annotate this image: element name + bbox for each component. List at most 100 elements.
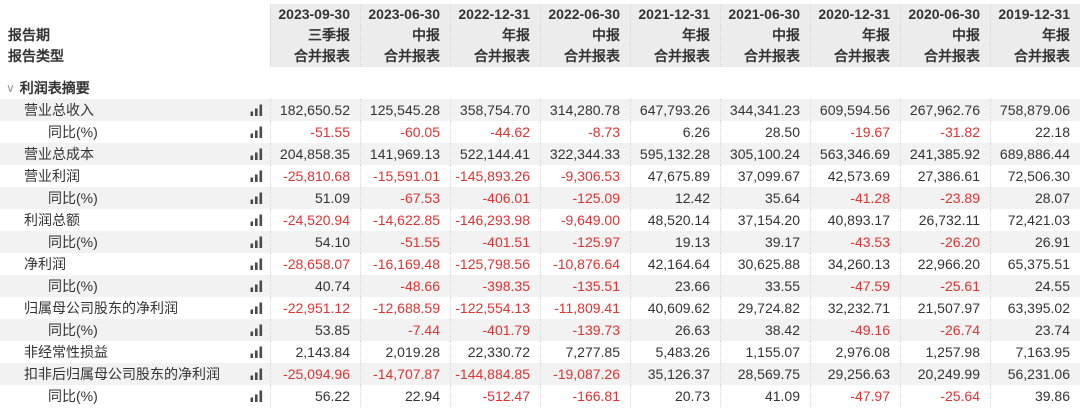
report-period-label: 报告期 xyxy=(8,27,50,43)
bar-chart-icon[interactable] xyxy=(250,236,263,248)
value-cell: 24.55 xyxy=(990,275,1080,297)
header-date-cells: 2023-09-30 2023-06-30 2022-12-31 2022-06-30… xyxy=(270,4,1080,25)
value-cell: -19,087.26 xyxy=(540,363,630,385)
bar-chart-icon[interactable] xyxy=(250,258,263,270)
column-header-report-type: 合并报表 xyxy=(450,46,540,67)
value-cell: -135.51 xyxy=(540,275,630,297)
table-row: 利润总额 -24,520.94 -14,622.85 -146,293.98 -9,64… xyxy=(0,209,1080,231)
bar-chart-icon[interactable] xyxy=(250,214,263,226)
value-cell: 22.94 xyxy=(360,385,450,407)
row-label: 同比(%) xyxy=(48,124,98,140)
column-header-date: 2021-12-31 xyxy=(630,4,720,25)
bar-chart-icon[interactable] xyxy=(250,148,263,160)
value-cell: -43.53 xyxy=(810,231,900,253)
value-cell: -23.89 xyxy=(900,187,990,209)
value-cell: -7.44 xyxy=(360,319,450,341)
value-cell: -67.53 xyxy=(360,187,450,209)
value-cell: -12,688.59 xyxy=(360,297,450,319)
value-cell: 609,594.56 xyxy=(810,99,900,121)
bar-chart-icon[interactable] xyxy=(250,368,263,380)
table-row: 同比(%) 56.22 22.94 -512.47 -166.81 20.73 41.09-… xyxy=(0,385,1080,407)
row-label: 同比(%) xyxy=(48,278,98,294)
table-row: 净利润 -28,658.07 -16,169.48 -125,798.56 -10,87… xyxy=(0,253,1080,275)
bar-chart-icon[interactable] xyxy=(250,170,263,182)
value-cell: 40.74 xyxy=(270,275,360,297)
value-cell: 125,545.28 xyxy=(360,99,450,121)
column-header-report-type: 合并报表 xyxy=(720,46,810,67)
value-cell: 29,256.63 xyxy=(810,363,900,385)
row-label: 利润总额 xyxy=(24,212,80,228)
value-cell: 12.42 xyxy=(630,187,720,209)
table-body: 营业总收入 182,650.52 125,545.28 358,754.70 314,2… xyxy=(0,99,1080,407)
column-header-period: 中报 xyxy=(360,25,450,46)
row-label-cell: 营业总收入 xyxy=(0,99,270,121)
row-label-cell: 同比(%) xyxy=(0,121,270,143)
value-cell: 26.63 xyxy=(630,319,720,341)
value-cell: 1,257.98 xyxy=(900,341,990,363)
value-cell: 23.74 xyxy=(990,319,1080,341)
row-label: 非经常性损益 xyxy=(24,344,108,360)
bar-chart-icon[interactable] xyxy=(250,324,263,336)
value-cell: 141,969.13 xyxy=(360,143,450,165)
value-cell: 7,163.95 xyxy=(990,341,1080,363)
row-label-cell: 净利润 xyxy=(0,253,270,275)
value-cell: 2,143.84 xyxy=(270,341,360,363)
bar-chart-icon[interactable] xyxy=(250,390,263,402)
value-cell: 51.09 xyxy=(270,187,360,209)
header-corner-spacer xyxy=(0,4,270,25)
value-cell: 34,260.13 xyxy=(810,253,900,275)
table-row: 营业利润 -25,810.68 -15,591.01 -145,893.26 -9,30… xyxy=(0,165,1080,187)
row-label-cell: 非经常性损益 xyxy=(0,341,270,363)
table-row: 非经常性损益 2,143.84 2,019.28 22,330.72 7,277.85 5… xyxy=(0,341,1080,363)
value-cell: -19.67 xyxy=(810,121,900,143)
header-type-cells: 合并报表 合并报表 合并报表 合并报表 合并报表 合并报表 合并报表 合并报表 合并报表 xyxy=(270,46,1080,67)
value-cell: -11,809.41 xyxy=(540,297,630,319)
value-cell: 19.13 xyxy=(630,231,720,253)
section-header-income-statement[interactable]: ∨ 利润表摘要 xyxy=(0,77,1080,99)
value-cell: 39.17 xyxy=(720,231,810,253)
value-cell: 56.22 xyxy=(270,385,360,407)
bar-chart-icon[interactable] xyxy=(250,280,263,292)
value-cell: 72,421.03 xyxy=(990,209,1080,231)
row-label: 同比(%) xyxy=(48,388,98,404)
value-cell: 2,019.28 xyxy=(360,341,450,363)
value-cell: 54.10 xyxy=(270,231,360,253)
value-cell: 32,232.71 xyxy=(810,297,900,319)
column-header-date: 2023-09-30 xyxy=(270,4,360,25)
value-cell: -406.01 xyxy=(450,187,540,209)
bar-chart-icon[interactable] xyxy=(250,126,263,138)
value-cell: -25,094.96 xyxy=(270,363,360,385)
value-cell: 6.26 xyxy=(630,121,720,143)
table-header: 2023-09-30 2023-06-30 2022-12-31 2022-06-30… xyxy=(0,0,1080,67)
value-cell: 53.85 xyxy=(270,319,360,341)
value-cell: 647,793.26 xyxy=(630,99,720,121)
row-label-cell: 营业总成本 xyxy=(0,143,270,165)
value-cell: 29,724.82 xyxy=(720,297,810,319)
value-cell: 563,346.69 xyxy=(810,143,900,165)
value-cell: -31.82 xyxy=(900,121,990,143)
value-cell: 40,609.62 xyxy=(630,297,720,319)
value-cell: 28,569.75 xyxy=(720,363,810,385)
header-period-cells: 三季报 中报 年报 中报 年报 中报 年报 中报 年报 xyxy=(270,25,1080,46)
value-cell: -401.79 xyxy=(450,319,540,341)
value-cell: 26.91 xyxy=(990,231,1080,253)
bar-chart-icon[interactable] xyxy=(250,346,263,358)
column-header-report-type: 合并报表 xyxy=(990,46,1080,67)
value-cell: 22,330.72 xyxy=(450,341,540,363)
row-label-cell: 同比(%) xyxy=(0,385,270,407)
column-header-report-type: 合并报表 xyxy=(630,46,720,67)
value-cell: 305,100.24 xyxy=(720,143,810,165)
value-cell: -25.64 xyxy=(900,385,990,407)
value-cell: -51.55 xyxy=(360,231,450,253)
bar-chart-icon[interactable] xyxy=(250,104,263,116)
column-header-period: 三季报 xyxy=(270,25,360,46)
value-cell: 37,154.20 xyxy=(720,209,810,231)
value-cell: -24,520.94 xyxy=(270,209,360,231)
value-cell: -401.51 xyxy=(450,231,540,253)
bar-chart-icon[interactable] xyxy=(250,192,263,204)
value-cell: -48.66 xyxy=(360,275,450,297)
chevron-down-icon[interactable]: ∨ xyxy=(6,81,15,95)
bar-chart-icon[interactable] xyxy=(250,302,263,314)
row-label-cell: 同比(%) xyxy=(0,275,270,297)
value-cell: 5,483.26 xyxy=(630,341,720,363)
